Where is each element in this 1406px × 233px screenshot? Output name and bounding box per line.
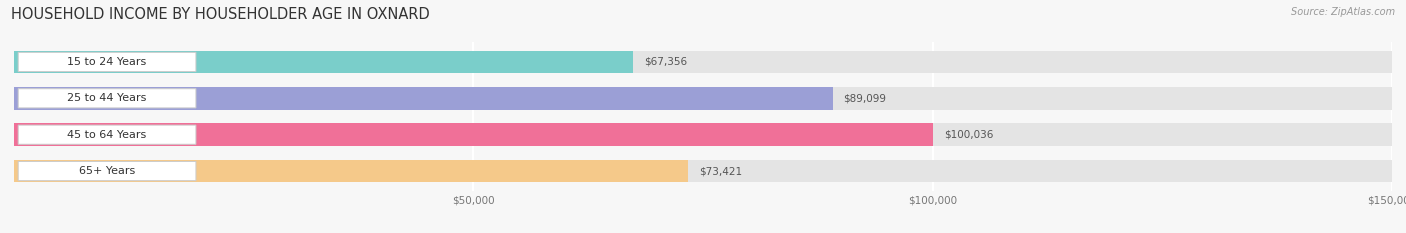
Bar — [14, 123, 1392, 146]
Text: HOUSEHOLD INCOME BY HOUSEHOLDER AGE IN OXNARD: HOUSEHOLD INCOME BY HOUSEHOLDER AGE IN O… — [11, 7, 430, 22]
Bar — [14, 123, 934, 146]
Text: 65+ Years: 65+ Years — [79, 166, 135, 176]
FancyBboxPatch shape — [18, 52, 195, 72]
Text: $89,099: $89,099 — [844, 93, 887, 103]
Bar — [14, 87, 1392, 110]
Text: $73,421: $73,421 — [700, 166, 742, 176]
Bar — [14, 51, 1392, 73]
Text: $100,036: $100,036 — [943, 130, 994, 140]
Bar — [14, 160, 689, 182]
Text: 45 to 64 Years: 45 to 64 Years — [67, 130, 146, 140]
Text: Source: ZipAtlas.com: Source: ZipAtlas.com — [1291, 7, 1395, 17]
FancyBboxPatch shape — [18, 125, 195, 144]
FancyBboxPatch shape — [18, 89, 195, 108]
Bar — [14, 51, 633, 73]
Bar — [14, 160, 1392, 182]
Text: 15 to 24 Years: 15 to 24 Years — [67, 57, 146, 67]
Bar — [14, 87, 832, 110]
Text: 25 to 44 Years: 25 to 44 Years — [67, 93, 146, 103]
Text: $67,356: $67,356 — [644, 57, 688, 67]
FancyBboxPatch shape — [18, 161, 195, 181]
